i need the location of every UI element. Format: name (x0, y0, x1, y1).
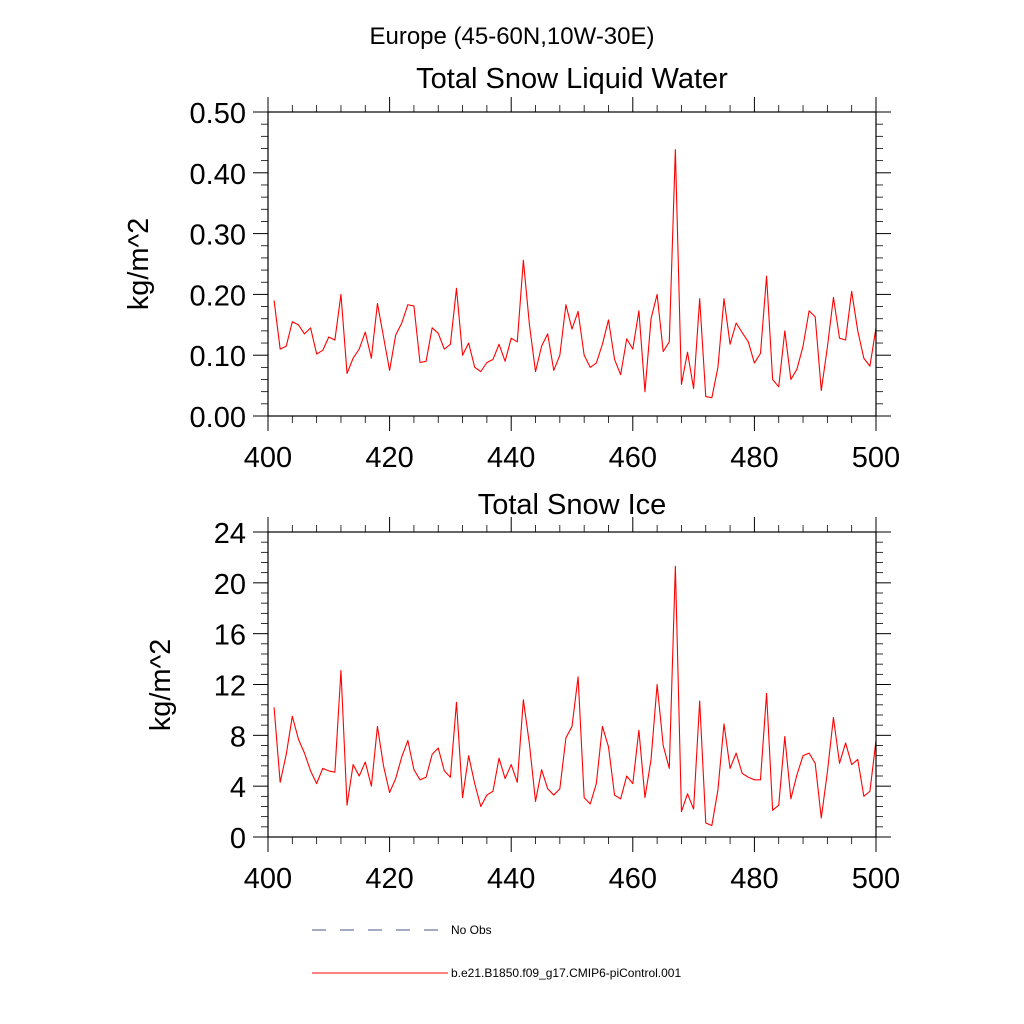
y-tick-label: 8 (230, 721, 246, 753)
series (273, 565, 877, 827)
x-tick-label: 480 (730, 863, 778, 895)
panel-total-snow-ice: Total Snow Ice kg/m^2 400 420 440 460 480 500… (145, 489, 900, 895)
y-tick-label: 0.20 (190, 280, 246, 312)
panel-title: Total Snow Ice (478, 489, 667, 521)
x-tick-label: 420 (365, 863, 413, 895)
x-tick-label: 400 (244, 863, 292, 895)
ticks: 400 420 440 460 480 500 0 4 8 12 16 20 24 (214, 517, 900, 895)
y-axis-label: kg/m^2 (123, 218, 155, 311)
series-line (273, 149, 877, 399)
y-tick-label: 16 (214, 620, 246, 652)
legend-obs-label: No Obs (451, 923, 492, 937)
x-tick-label: 500 (852, 863, 900, 895)
x-tick-label: 420 (365, 442, 413, 474)
plot-frame (267, 111, 877, 417)
y-tick-label: 12 (214, 671, 246, 703)
y-tick-label: 0.40 (190, 159, 246, 191)
y-tick-label: 0.30 (190, 220, 246, 252)
y-tick-label: 0 (230, 823, 246, 855)
series-line (273, 565, 877, 827)
x-tick-label: 460 (609, 442, 657, 474)
figure-title: Europe (45-60N,10W-30E) (369, 23, 654, 50)
y-tick-label: 0.50 (190, 98, 246, 130)
y-axis-label: kg/m^2 (145, 639, 177, 732)
x-tick-label: 460 (609, 863, 657, 895)
y-tick-label: 24 (214, 518, 246, 550)
plot-frame (267, 531, 877, 838)
x-tick-label: 400 (244, 442, 292, 474)
panel-total-snow-liquid-water: Total Snow Liquid Water kg/m^2 400 420 440… (123, 63, 900, 474)
legend-model-label: b.e21.B1850.f09_g17.CMIP6-piControl.001 (451, 966, 681, 980)
series (273, 149, 877, 399)
x-tick-label: 440 (487, 863, 535, 895)
x-tick-label: 440 (487, 442, 535, 474)
y-tick-label: 4 (230, 772, 246, 804)
y-tick-label: 0.10 (190, 341, 246, 373)
y-tick-label: 20 (214, 569, 246, 601)
x-tick-label: 480 (730, 442, 778, 474)
panel-title: Total Snow Liquid Water (416, 63, 728, 95)
ticks: 400 420 440 460 480 500 0.00 0.10 0.20 0.30 0.40 0.… (190, 97, 900, 474)
x-tick-label: 500 (852, 442, 900, 474)
y-tick-label: 0.00 (190, 402, 246, 434)
legend: No Obs b.e21.B1850.f09_g17.CMIP6-piContr… (312, 923, 681, 980)
